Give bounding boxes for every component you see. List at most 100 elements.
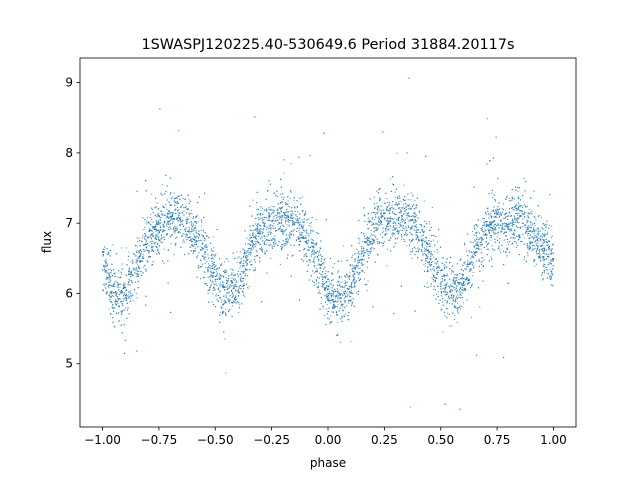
data-point xyxy=(433,288,435,290)
data-point xyxy=(490,221,492,223)
data-point xyxy=(419,211,421,213)
data-point xyxy=(156,215,158,217)
data-point xyxy=(288,221,290,223)
data-point xyxy=(442,288,444,290)
data-point xyxy=(476,237,478,239)
data-point xyxy=(337,304,339,306)
data-point xyxy=(367,221,369,223)
data-point xyxy=(305,230,307,232)
data-point xyxy=(327,289,329,291)
data-point xyxy=(459,278,461,280)
data-point xyxy=(541,244,543,246)
data-point xyxy=(421,230,423,232)
data-point xyxy=(502,227,504,229)
data-point xyxy=(129,271,131,273)
data-point xyxy=(287,254,289,256)
data-point xyxy=(415,230,417,232)
data-point xyxy=(138,237,140,239)
data-point xyxy=(139,261,141,263)
data-point xyxy=(432,273,434,275)
data-point xyxy=(496,239,498,241)
data-point xyxy=(415,224,417,226)
data-point xyxy=(404,234,406,236)
data-point xyxy=(180,229,182,231)
data-point xyxy=(409,208,411,210)
data-point xyxy=(434,277,436,279)
data-point xyxy=(322,276,324,278)
data-point xyxy=(552,258,554,260)
data-point xyxy=(491,210,493,212)
data-point xyxy=(285,228,287,230)
data-point xyxy=(428,243,430,245)
data-point xyxy=(493,206,495,208)
data-point xyxy=(374,261,376,263)
data-point xyxy=(310,225,312,227)
data-point xyxy=(211,253,213,255)
data-point xyxy=(498,227,500,229)
data-point xyxy=(216,298,218,300)
data-point xyxy=(522,195,524,197)
data-point xyxy=(244,249,246,251)
data-point xyxy=(266,244,268,246)
data-point xyxy=(189,233,191,235)
data-point xyxy=(285,243,287,245)
data-point xyxy=(504,239,506,241)
data-point xyxy=(212,289,214,291)
data-point xyxy=(410,406,412,408)
data-point xyxy=(430,245,432,247)
data-point xyxy=(191,222,193,224)
data-point xyxy=(153,251,155,253)
data-point xyxy=(235,295,237,297)
data-point xyxy=(227,285,229,287)
data-point xyxy=(306,249,308,251)
data-point xyxy=(446,317,448,319)
data-point xyxy=(214,275,216,277)
data-point xyxy=(236,251,238,253)
data-point xyxy=(268,217,270,219)
data-point xyxy=(539,256,541,258)
data-point xyxy=(527,225,529,227)
data-point xyxy=(411,219,413,221)
data-point xyxy=(541,259,543,261)
data-point xyxy=(428,223,430,225)
data-point xyxy=(233,278,235,280)
data-point xyxy=(325,282,327,284)
data-point xyxy=(250,247,252,249)
data-point xyxy=(238,285,240,287)
data-point xyxy=(290,213,292,215)
data-point xyxy=(548,262,550,264)
data-point xyxy=(358,242,360,244)
data-point xyxy=(115,280,117,282)
data-point xyxy=(269,208,271,210)
data-point xyxy=(278,215,280,217)
data-point xyxy=(107,269,109,271)
data-point xyxy=(240,276,242,278)
data-point xyxy=(373,227,375,229)
data-point xyxy=(464,268,466,270)
data-point xyxy=(460,268,462,270)
data-point xyxy=(244,252,246,254)
data-point xyxy=(485,234,487,236)
data-point xyxy=(115,295,117,297)
data-point xyxy=(268,215,270,217)
data-point xyxy=(255,223,257,225)
data-point xyxy=(307,240,309,242)
data-point xyxy=(251,241,253,243)
data-point xyxy=(151,246,153,248)
data-point xyxy=(268,228,270,230)
data-point xyxy=(540,216,542,218)
data-point xyxy=(518,237,520,239)
data-point xyxy=(113,325,115,327)
data-point xyxy=(413,246,415,248)
data-point xyxy=(231,277,233,279)
data-point xyxy=(331,292,333,294)
data-point xyxy=(544,248,546,250)
data-point xyxy=(246,258,248,260)
data-point xyxy=(255,217,257,219)
data-point xyxy=(251,249,253,251)
data-point xyxy=(339,341,341,343)
data-point xyxy=(144,226,146,228)
data-point xyxy=(259,228,261,230)
data-point xyxy=(407,199,409,201)
data-point xyxy=(470,258,472,260)
